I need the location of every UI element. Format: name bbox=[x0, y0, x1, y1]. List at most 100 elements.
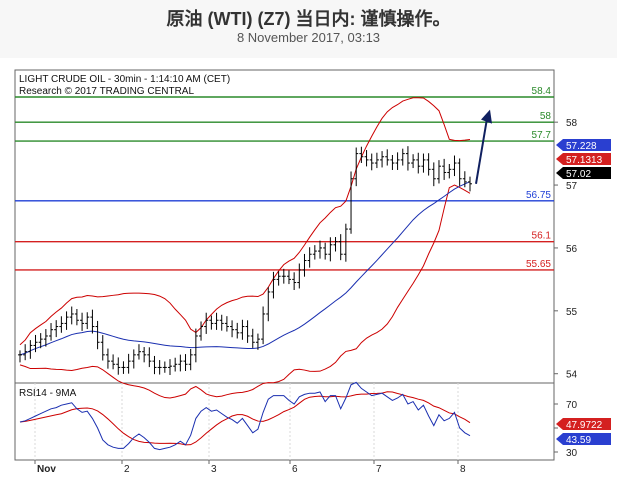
projection-arrow bbox=[475, 118, 488, 184]
level-label: 58.4 bbox=[532, 86, 552, 97]
grid-lines bbox=[34, 383, 459, 460]
y-tick-label: 58 bbox=[566, 118, 578, 129]
price-bar bbox=[374, 152, 379, 169]
price-bar bbox=[312, 245, 317, 260]
price-bar bbox=[318, 240, 322, 259]
price-bar bbox=[147, 347, 152, 368]
price-bar bbox=[442, 158, 447, 180]
price-bar bbox=[400, 148, 405, 166]
price-bar bbox=[152, 355, 157, 375]
price-bar bbox=[468, 176, 472, 192]
y-tick-label: 54 bbox=[566, 370, 578, 381]
price-bar bbox=[173, 357, 178, 372]
level-label: 55.65 bbox=[526, 259, 551, 270]
price-bar bbox=[23, 344, 28, 361]
price-bar bbox=[204, 312, 209, 334]
price-bar bbox=[69, 306, 74, 325]
y-axis-ticks: 54 55 56 57 58 30 70 bbox=[554, 118, 578, 459]
price-bars bbox=[18, 146, 472, 375]
price-bar bbox=[447, 163, 452, 179]
price-bar bbox=[245, 320, 250, 343]
price-bar bbox=[121, 361, 126, 374]
projection-arrow-group bbox=[475, 109, 492, 184]
price-bar bbox=[230, 320, 235, 338]
x-tick-label: 3 bbox=[211, 464, 217, 475]
price-bar bbox=[18, 350, 22, 363]
price-bar bbox=[359, 146, 364, 163]
price-bar bbox=[261, 306, 266, 345]
price-bar bbox=[323, 242, 328, 260]
level-label: 56.75 bbox=[526, 190, 551, 201]
price-bar bbox=[85, 312, 90, 330]
y-tick-label: 55 bbox=[566, 307, 578, 318]
price-tag: 57.228 bbox=[556, 139, 611, 152]
price-bar bbox=[199, 321, 204, 341]
level-label: 56.1 bbox=[532, 231, 552, 242]
price-bar bbox=[131, 349, 136, 369]
price-bar bbox=[126, 353, 131, 374]
rsi-ma-line bbox=[19, 391, 471, 446]
price-bar bbox=[95, 320, 100, 350]
price-bar bbox=[302, 253, 307, 277]
price-bar bbox=[338, 234, 343, 261]
price-bar bbox=[271, 271, 276, 299]
price-bar bbox=[157, 360, 162, 375]
x-tick-label: 8 bbox=[460, 464, 466, 475]
price-bar bbox=[452, 155, 457, 177]
price-tags: 57.228 57.1313 57.02 47.9722 43.59 bbox=[556, 139, 611, 446]
price-tag: 47.9722 bbox=[556, 418, 611, 431]
price-bar bbox=[405, 146, 410, 171]
price-tag: 43.59 bbox=[556, 433, 611, 446]
price-bar bbox=[395, 152, 400, 170]
price-bar bbox=[421, 153, 426, 173]
rsi-tick-label: 70 bbox=[566, 400, 578, 411]
price-bar bbox=[250, 328, 255, 348]
chart-copyright: Research © 2017 TRADING CENTRAL bbox=[19, 86, 194, 97]
price-bar bbox=[178, 354, 183, 372]
price-bar bbox=[111, 354, 116, 370]
price-bar bbox=[266, 287, 271, 322]
level-lines: 58.4 58 57.7 56.75 56.1 55.65 bbox=[15, 86, 554, 271]
price-bar bbox=[162, 361, 167, 373]
price-bar bbox=[416, 152, 421, 174]
x-tick-label: Nov bbox=[37, 464, 56, 475]
price-bar bbox=[343, 223, 348, 262]
page-timestamp: 8 November 2017, 03:13 bbox=[236, 30, 381, 45]
price-bar bbox=[235, 322, 240, 339]
price-bar bbox=[364, 150, 369, 167]
price-bar bbox=[136, 344, 141, 360]
level-label: 57.7 bbox=[532, 130, 552, 141]
price-bar bbox=[281, 268, 286, 284]
price-bar bbox=[354, 147, 359, 187]
x-tick-label: 7 bbox=[376, 464, 382, 475]
price-bar bbox=[436, 160, 441, 184]
price-bar bbox=[105, 348, 110, 369]
bollinger-upper bbox=[19, 97, 471, 346]
price-bar bbox=[38, 333, 43, 349]
price-bar bbox=[307, 247, 312, 268]
level-label: 58 bbox=[540, 111, 552, 122]
price-tag-label: 57.228 bbox=[566, 141, 597, 152]
price-bar bbox=[411, 154, 416, 169]
price-bar bbox=[59, 316, 64, 333]
price-bar bbox=[100, 335, 105, 361]
bollinger-bands bbox=[19, 97, 471, 399]
y-tick-label: 57 bbox=[566, 181, 578, 192]
price-bar bbox=[188, 349, 193, 371]
price-bar bbox=[28, 340, 33, 359]
price-bar bbox=[457, 158, 462, 186]
price-tag-label: 57.1313 bbox=[566, 155, 603, 166]
price-bar bbox=[64, 311, 69, 330]
price-bar bbox=[240, 319, 245, 340]
price-bar bbox=[214, 312, 219, 330]
price-tag-label: 43.59 bbox=[566, 435, 591, 446]
price-bar bbox=[209, 315, 214, 330]
main-plot-frame bbox=[14, 69, 555, 461]
moving-average bbox=[19, 181, 471, 356]
bollinger-lower bbox=[19, 184, 471, 399]
rsi-tick-label: 30 bbox=[566, 448, 578, 459]
price-bar bbox=[426, 153, 431, 176]
price-bar bbox=[286, 270, 291, 285]
price-tag: 57.02 bbox=[556, 167, 611, 180]
